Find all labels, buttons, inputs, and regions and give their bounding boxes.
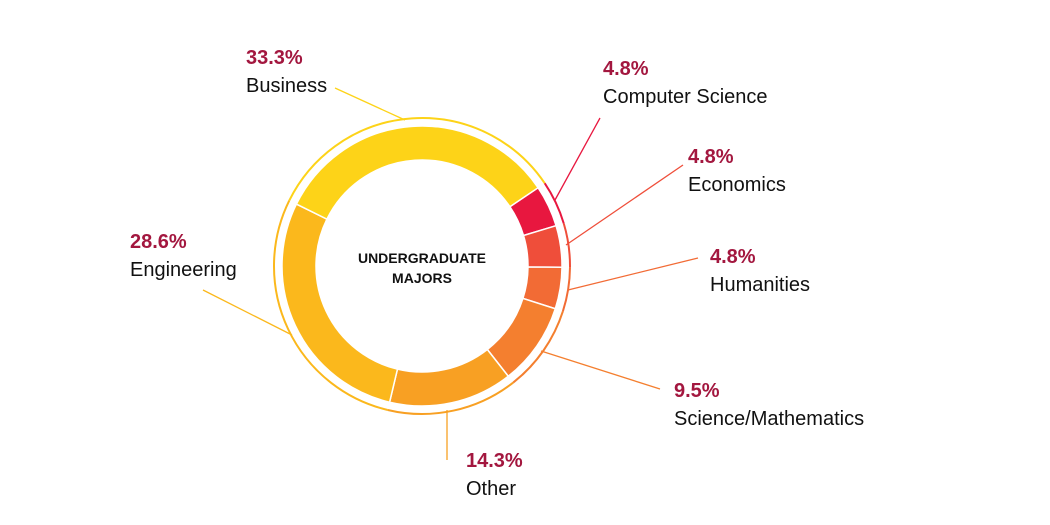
outer-arc-computer-science xyxy=(543,182,565,224)
donut-slices xyxy=(281,125,563,407)
outer-arc-science-mathematics xyxy=(512,310,564,384)
slice-labels: 4.8% Computer Science 4.8% Economics 4.8% Hum… xyxy=(130,47,864,500)
category-label-humanities: Humanities xyxy=(710,274,810,296)
percent-label-science-mathematics: 9.5% xyxy=(674,380,720,402)
percent-label-business: 33.3% xyxy=(246,47,303,69)
slice-engineering xyxy=(281,203,399,404)
center-label-line-2: MAJORS xyxy=(392,270,452,286)
percent-label-economics: 4.8% xyxy=(688,146,734,168)
category-label-computer-science: Computer Science xyxy=(603,86,768,108)
leader-lines xyxy=(202,87,699,460)
leader-line-business xyxy=(334,87,406,121)
category-label-science-mathematics: Science/Mathematics xyxy=(674,408,864,430)
leader-line-humanities xyxy=(567,257,699,291)
outer-arc-rings xyxy=(273,117,571,415)
leader-line-computer-science xyxy=(554,117,601,201)
percent-label-other: 14.3% xyxy=(466,450,523,472)
slice-business xyxy=(295,125,540,221)
category-label-business: Business xyxy=(246,75,327,97)
outer-arc-business xyxy=(288,117,546,202)
outer-arc-economics xyxy=(562,223,571,268)
category-label-other: Other xyxy=(466,478,516,500)
leader-line-engineering xyxy=(202,289,293,336)
percent-label-humanities: 4.8% xyxy=(710,246,756,268)
leader-line-science-mathematics xyxy=(540,350,661,390)
leader-line-economics xyxy=(565,164,684,246)
percent-label-engineering: 28.6% xyxy=(130,231,187,253)
outer-arc-engineering xyxy=(273,200,388,411)
center-label-line-1: UNDERGRADUATE xyxy=(358,250,486,266)
outer-arc-other xyxy=(387,381,514,415)
percent-label-computer-science: 4.8% xyxy=(603,58,649,80)
category-label-engineering: Engineering xyxy=(130,259,237,281)
category-label-economics: Economics xyxy=(688,174,786,196)
